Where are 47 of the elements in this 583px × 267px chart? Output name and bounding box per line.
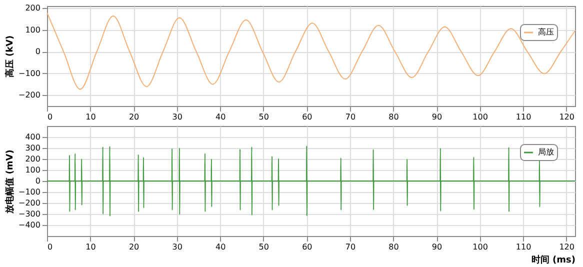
x-tick-label: 110 xyxy=(516,112,532,122)
y-tick-label: 200 xyxy=(25,4,40,13)
x-tick-label: 120 xyxy=(559,242,574,252)
x-tick-label: 10 xyxy=(86,112,96,122)
line-series xyxy=(47,12,575,90)
line-series xyxy=(47,145,575,217)
x-tick-label: 100 xyxy=(472,112,488,122)
x-tick-label: 60 xyxy=(302,242,312,252)
x-tick-label: 30 xyxy=(172,112,182,122)
y-tick-label: 400 xyxy=(25,132,40,142)
x-tick-label: 70 xyxy=(345,112,356,122)
y-tick-label: 300 xyxy=(25,144,40,152)
y-tick-label: −100 xyxy=(18,188,40,196)
y-tick-label: 0 xyxy=(35,47,40,56)
x-tick-label: 40 xyxy=(216,242,226,252)
x-tick-label: 60 xyxy=(302,112,312,122)
y-tick-label: −200 xyxy=(18,90,40,100)
y-tick-label: 0 xyxy=(35,176,40,186)
x-tick-label: 100 xyxy=(472,242,488,252)
x-tick-label: 80 xyxy=(388,112,399,122)
x-tick-label: 20 xyxy=(128,112,140,122)
x-tick-label: 0 xyxy=(48,112,53,122)
x-tick-label: 0 xyxy=(48,242,53,252)
x-tick-label: 50 xyxy=(258,112,269,122)
x-axis-title: 时间 (ms) xyxy=(531,254,576,266)
y-tick-label: 100 xyxy=(25,25,40,34)
x-tick-label: 110 xyxy=(516,242,532,252)
x-tick-label: 50 xyxy=(258,242,269,252)
x-tick-label: 120 xyxy=(559,112,574,122)
y-tick-label: −400 xyxy=(18,220,40,230)
y-tick-label: 100 xyxy=(25,166,40,174)
x-tick-label: 90 xyxy=(432,242,442,252)
x-tick-label: 70 xyxy=(345,242,356,252)
x-tick-label: 90 xyxy=(432,112,442,122)
x-tick-label: 10 xyxy=(86,242,96,252)
y-tick-label: −100 xyxy=(18,68,40,78)
y-axis-title: 放电幅值 (mV) xyxy=(4,150,16,214)
y-tick-label: 200 xyxy=(25,154,40,164)
x-tick-label: 40 xyxy=(216,112,226,122)
y-axis-title: 高压 (kV) xyxy=(4,35,16,78)
y-tick-label: −200 xyxy=(18,198,40,208)
legend-label: 高压 xyxy=(538,28,554,36)
x-tick-label: 30 xyxy=(172,242,182,252)
x-tick-label: 80 xyxy=(388,242,399,252)
y-tick-label: −300 xyxy=(18,210,40,218)
x-tick-label: 20 xyxy=(128,242,140,252)
legend-label: 局放 xyxy=(538,148,554,156)
